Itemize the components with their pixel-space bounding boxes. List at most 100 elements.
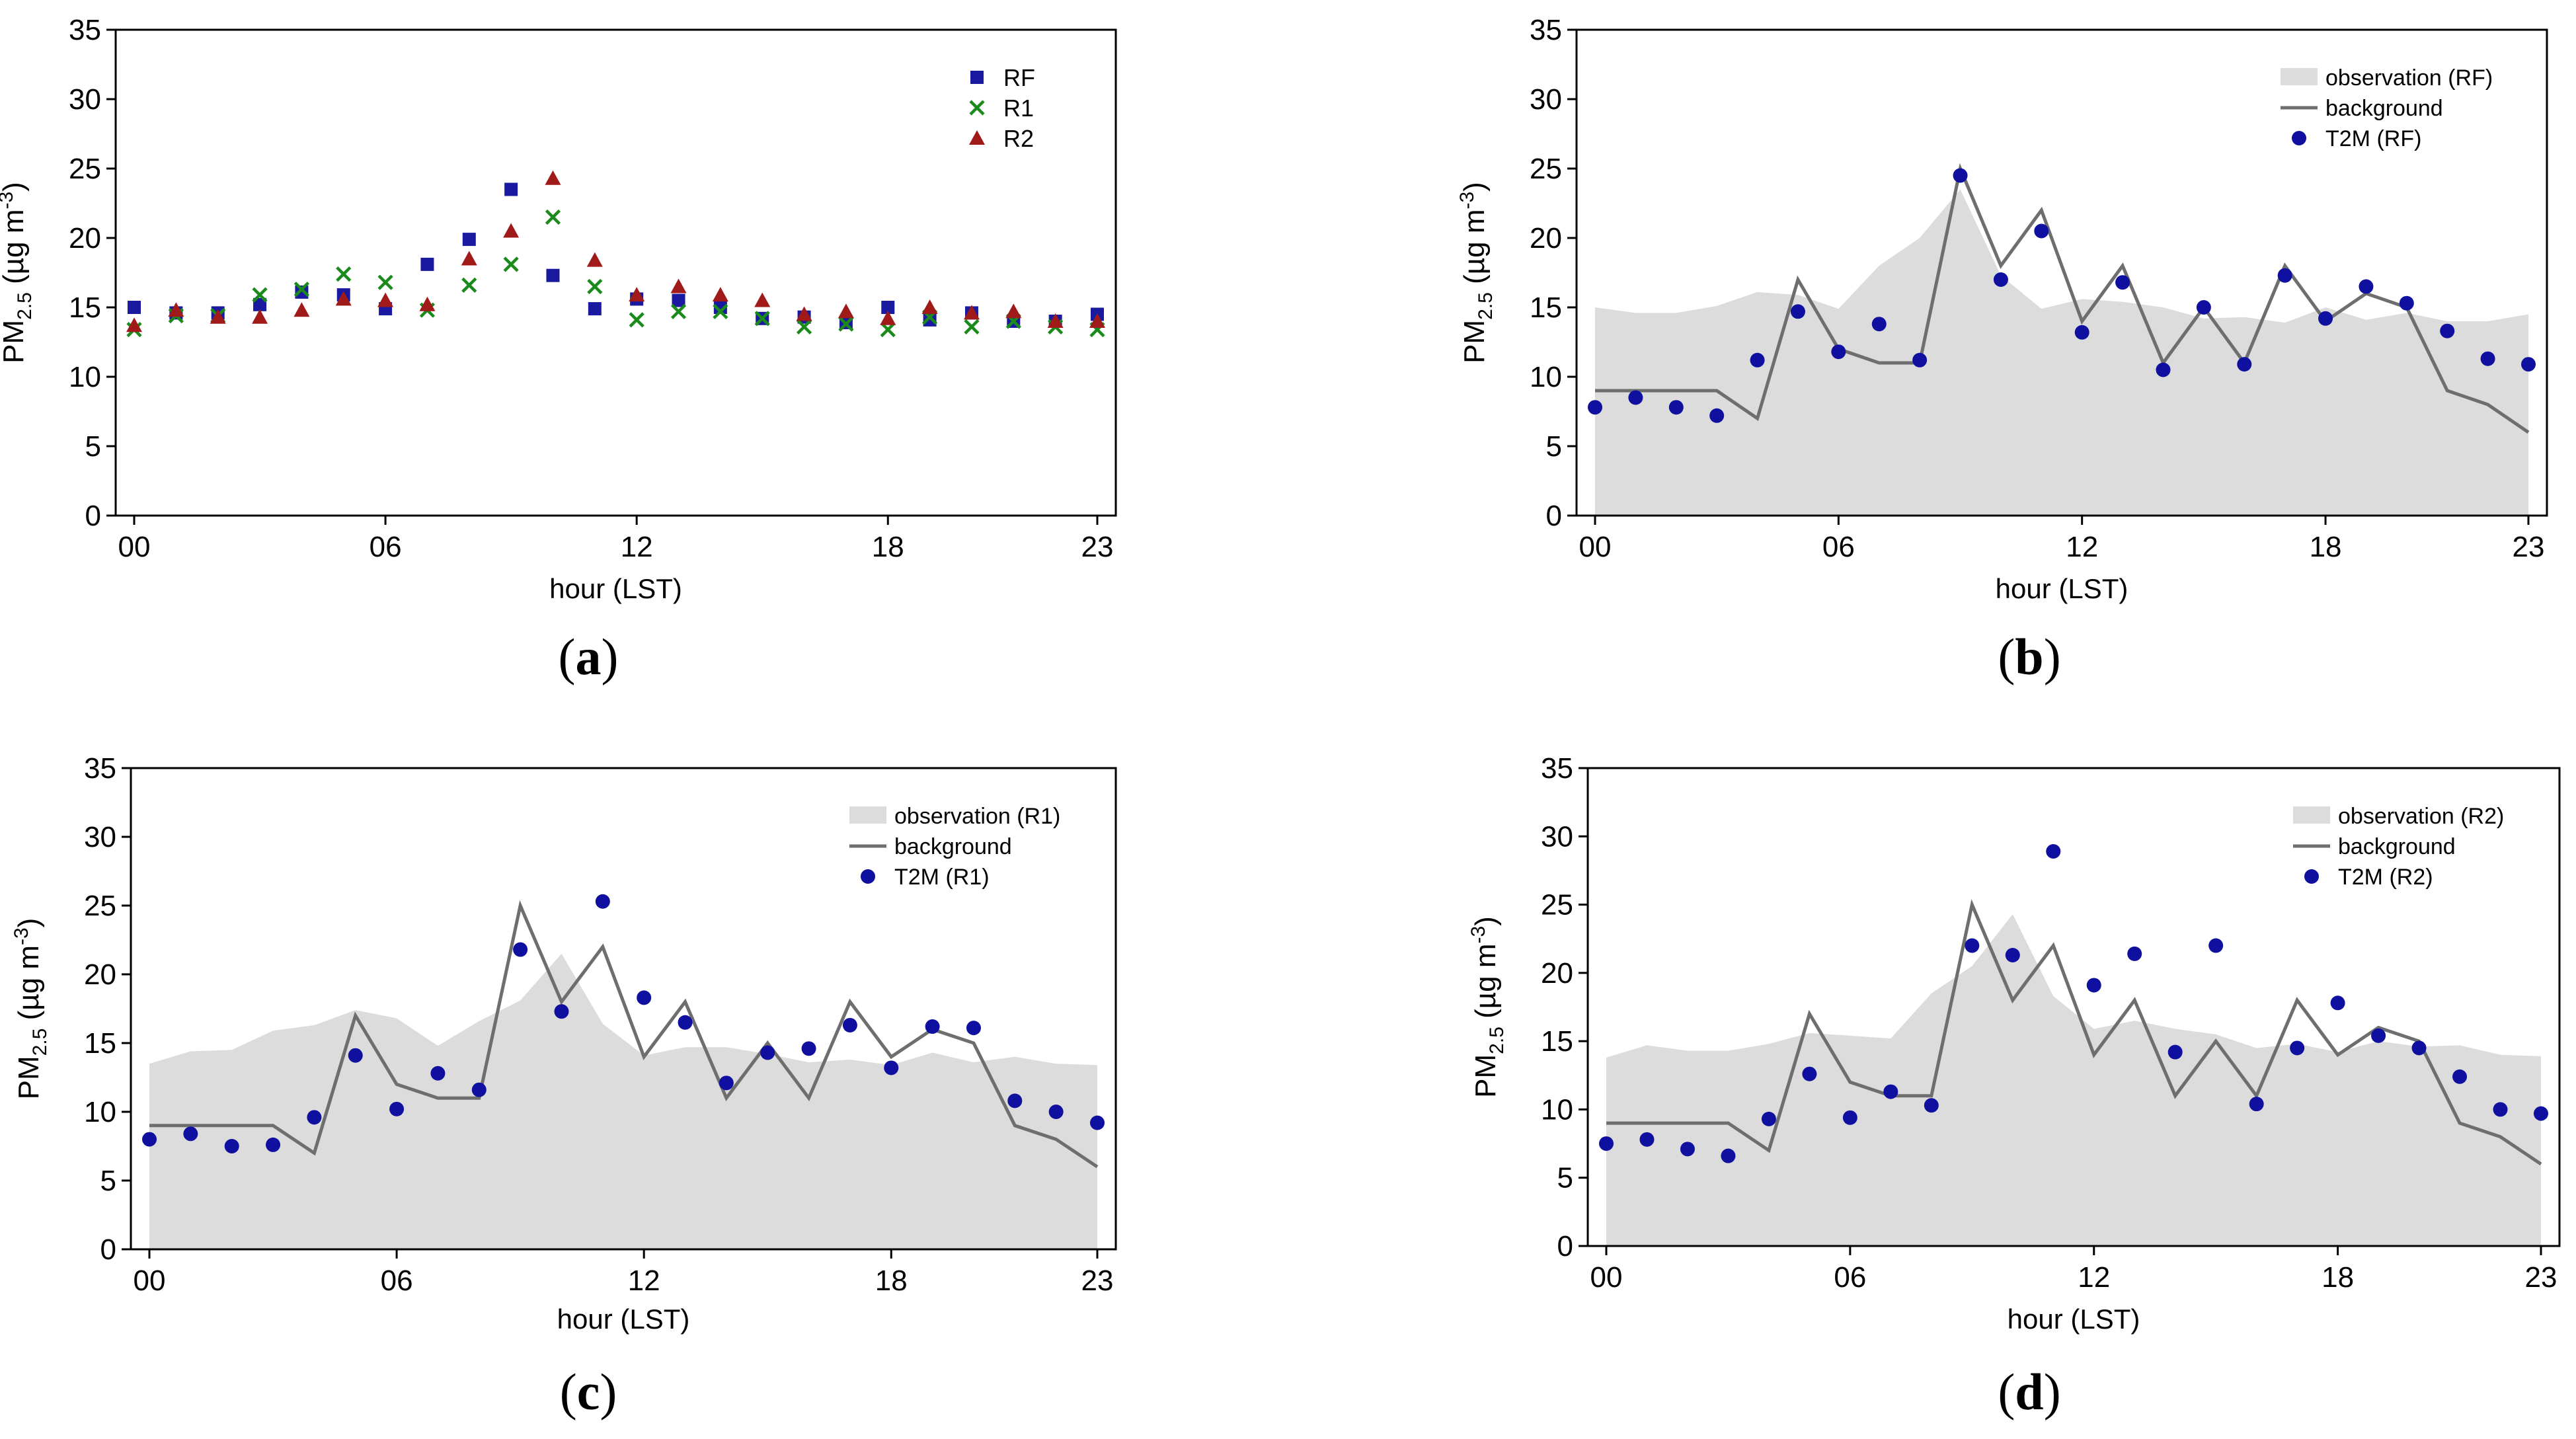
r1-point <box>713 303 728 319</box>
y-tick-label: 15 <box>84 1027 116 1060</box>
y-tick-label: 10 <box>84 1096 116 1128</box>
r2-point <box>1089 313 1105 328</box>
t2m-point <box>389 1101 405 1116</box>
y-axis-label-part: -3 <box>1456 192 1478 210</box>
rf-point <box>546 268 560 282</box>
y-tick-label: 35 <box>1541 752 1573 785</box>
y-axis-label: PM2.5 (µg m-3) <box>0 182 36 364</box>
y-axis-label-part: 2.5 <box>14 292 36 320</box>
series-rf <box>128 182 1104 330</box>
r2-point <box>921 299 938 314</box>
t2m-point <box>1831 344 1846 360</box>
t2m-point <box>2046 844 2061 859</box>
x-tick-label: 12 <box>2066 531 2098 563</box>
legend-rf-marker <box>970 71 984 84</box>
panel-label-letter: a <box>576 628 602 685</box>
t2m-point <box>1709 408 1725 423</box>
background-line <box>1606 899 2542 1166</box>
rf-point <box>588 302 602 316</box>
t2m-point <box>719 1075 734 1091</box>
y-tick-label: 25 <box>1530 153 1562 185</box>
y-axis-label-part: (µg m <box>13 945 45 1029</box>
y-tick-label: 20 <box>1541 957 1573 990</box>
legend-t2m-marker <box>2292 131 2306 145</box>
legend-label: background <box>2338 834 2456 859</box>
t2m-point <box>842 1017 857 1032</box>
legend-rf-label: RF <box>1003 64 1035 91</box>
t2m-point <box>1668 400 1684 415</box>
x-tick-label: 12 <box>621 531 653 563</box>
y-tick-label: 20 <box>1530 222 1562 254</box>
r2-point <box>586 252 603 267</box>
t2m-point <box>142 1132 157 1147</box>
rf-point <box>713 301 727 314</box>
x-axis-label: hour (LST) <box>2008 1303 2140 1335</box>
y-tick-label: 25 <box>69 153 101 185</box>
observation-area <box>1595 189 2528 516</box>
t2m-point <box>1090 1115 1105 1130</box>
t2m-point <box>1599 1136 1614 1151</box>
panel-label-paren: ) <box>2044 628 2061 685</box>
y-tick-label: 10 <box>1541 1093 1573 1126</box>
x-tick-label: 06 <box>381 1264 413 1297</box>
t2m-point <box>1924 1098 1939 1113</box>
t2m-point <box>2411 1040 2427 1056</box>
t2m-point <box>2480 351 2495 366</box>
observation-area <box>149 953 1097 1249</box>
y-tick-label: 30 <box>84 821 116 853</box>
t2m-point <box>2127 946 2142 961</box>
t2m-point <box>2167 1044 2183 1060</box>
y-tick-label: 35 <box>84 752 116 785</box>
series-t2m <box>1588 168 2536 423</box>
x-axis-label: hour (LST) <box>1996 573 2128 604</box>
r2-point <box>1047 313 1064 328</box>
plot-frame <box>130 767 1117 1251</box>
y-tick-label: 15 <box>1541 1025 1573 1058</box>
r2-point <box>293 302 310 317</box>
rf-point <box>253 297 267 311</box>
t2m-point <box>1802 1066 1817 1081</box>
r1-point <box>754 311 770 327</box>
y-tick-label: 30 <box>1541 820 1573 853</box>
observation-area <box>1606 914 2541 1246</box>
t2m-point <box>2493 1102 2508 1117</box>
y-tick-label: 15 <box>1530 292 1562 324</box>
t2m-point <box>1750 352 1765 368</box>
x-tick-label: 23 <box>1081 1264 1114 1297</box>
t2m-point <box>513 942 528 957</box>
rf-point <box>128 301 141 314</box>
t2m-point <box>2399 295 2414 311</box>
legend-observation-swatch <box>849 806 886 824</box>
legend-observation-swatch <box>2293 806 2330 824</box>
panel-label: (d) <box>1998 1363 2060 1420</box>
y-axis-label-part: ) <box>13 918 45 928</box>
t2m-point <box>2196 300 2211 315</box>
t2m-point <box>2156 362 2171 377</box>
r2-point <box>880 310 896 325</box>
y-tick-label: 0 <box>1557 1230 1573 1263</box>
t2m-point <box>554 1004 569 1019</box>
y-tick-label: 5 <box>1557 1162 1573 1194</box>
x-tick-label: 18 <box>875 1264 908 1297</box>
x-tick-label: 06 <box>1834 1261 1866 1294</box>
panel-label-letter: c <box>577 1363 600 1420</box>
panel-label: (c) <box>560 1363 617 1420</box>
r1-point <box>838 316 854 332</box>
plot-frame <box>1575 28 2548 517</box>
panel-label-paren: ( <box>1998 1363 2015 1420</box>
t2m-point <box>2034 223 2049 239</box>
y-tick-label: 10 <box>69 361 101 393</box>
t2m-point <box>678 1015 693 1030</box>
x-tick-label: 00 <box>1579 531 1612 563</box>
t2m-point <box>2086 978 2101 993</box>
legend-label: background <box>2325 96 2443 121</box>
series-t2m <box>142 894 1105 1153</box>
y-axis-label-part: ) <box>0 182 30 192</box>
rf-point <box>462 233 476 247</box>
t2m-point <box>224 1139 239 1153</box>
t2m-point <box>307 1110 322 1125</box>
t2m-point <box>1842 1110 1857 1125</box>
t2m-point <box>1048 1105 1064 1119</box>
r2-point <box>168 302 184 317</box>
r2-point <box>461 251 477 266</box>
